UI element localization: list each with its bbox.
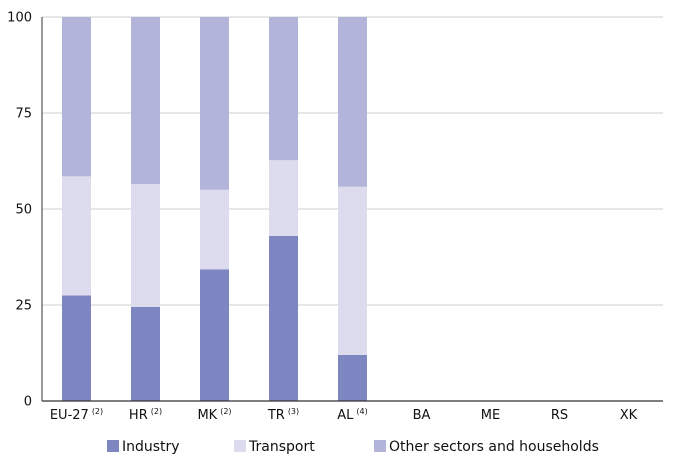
y-tick-label: 100: [7, 11, 32, 26]
legend-swatch: [234, 440, 246, 452]
x-tick-category: AL: [337, 408, 354, 423]
x-tick-note: (2): [151, 407, 162, 416]
legend-label: Industry: [122, 439, 180, 455]
bar-segment: [269, 17, 298, 161]
legend-swatch: [107, 440, 119, 452]
x-tick-category: BA: [413, 408, 431, 423]
x-tick-label: TR (3): [267, 407, 299, 423]
bar-segment: [269, 235, 298, 401]
x-tick-category: XK: [620, 408, 638, 423]
bar-segment: [62, 176, 91, 296]
bar-segment: [338, 186, 367, 355]
bar-segment: [338, 17, 367, 187]
bar-segment: [131, 306, 160, 401]
x-tick-category: MK: [197, 408, 217, 423]
bar-segment: [62, 17, 91, 177]
bar-segment: [200, 17, 229, 190]
x-tick-category: HR: [129, 408, 148, 423]
x-tick-note: (3): [288, 407, 299, 416]
bar-segment: [200, 269, 229, 401]
legend-label: Transport: [248, 439, 315, 455]
x-tick-label: XK: [620, 408, 638, 423]
legend-swatch: [374, 440, 386, 452]
x-tick-label: ME: [481, 408, 500, 423]
bar-segment: [200, 189, 229, 270]
bar-segment: [62, 295, 91, 401]
bar-segment: [131, 17, 160, 185]
legend-item: Transport: [234, 439, 315, 455]
legend-label: Other sectors and households: [389, 439, 599, 455]
y-tick-label: 50: [15, 203, 32, 218]
x-tick-label: BA: [413, 408, 431, 423]
bar-segment: [338, 354, 367, 401]
y-tick-label: 75: [15, 107, 32, 122]
x-tick-label: EU-27 (2): [50, 407, 103, 423]
y-tick-label: 0: [24, 395, 32, 410]
y-tick-label: 25: [15, 299, 32, 314]
x-tick-label: MK (2): [197, 407, 231, 423]
x-tick-note: (4): [356, 407, 367, 416]
legend-item: Industry: [107, 439, 180, 455]
legend-item: Other sectors and households: [374, 439, 599, 455]
x-tick-category: EU-27: [50, 408, 89, 423]
x-tick-category: ME: [481, 408, 500, 423]
x-tick-note: (2): [92, 407, 103, 416]
x-tick-label: RS: [551, 408, 568, 423]
bar-segment: [131, 184, 160, 307]
x-tick-category: RS: [551, 408, 568, 423]
x-tick-label: HR (2): [129, 407, 162, 423]
bar-segment: [269, 160, 298, 236]
x-tick-label: AL (4): [337, 407, 367, 423]
x-tick-note: (2): [220, 407, 231, 416]
x-tick-category: TR: [267, 408, 285, 423]
